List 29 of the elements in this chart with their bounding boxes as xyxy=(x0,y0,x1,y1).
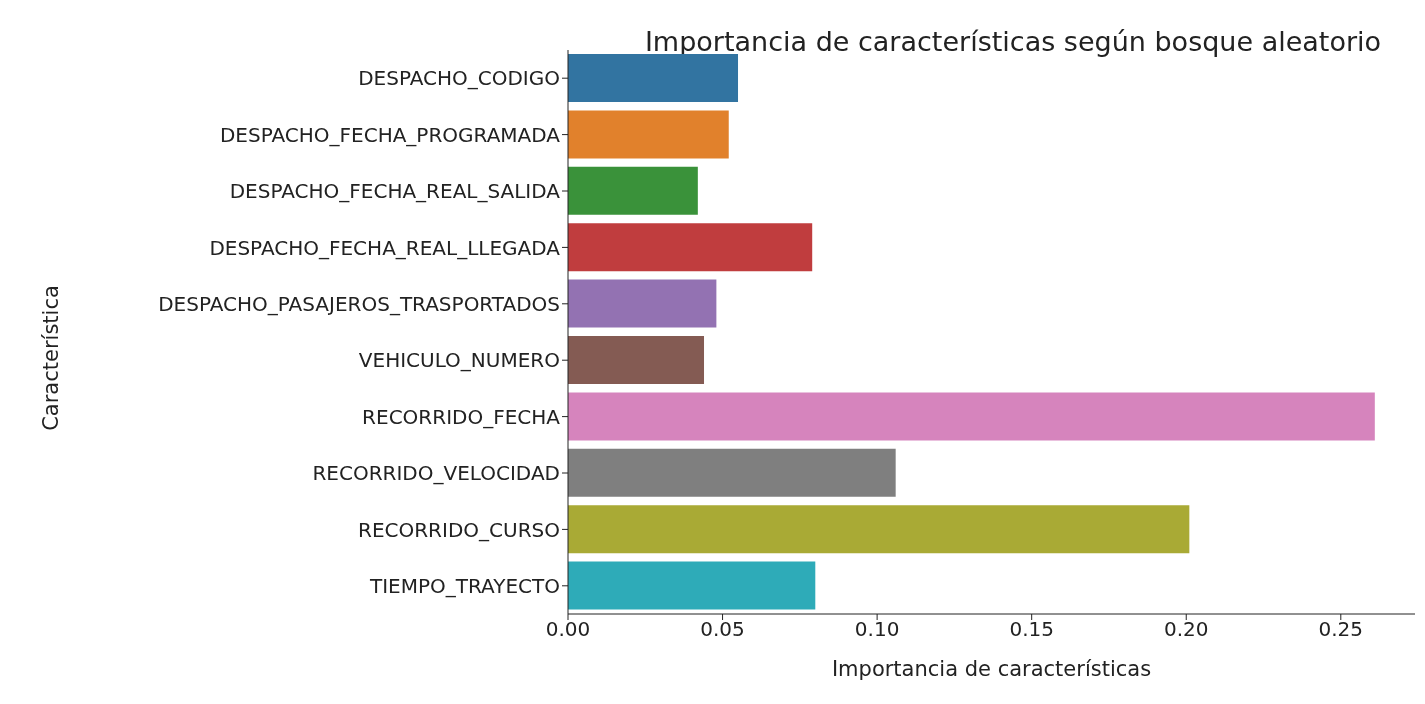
y-tick-label: VEHICULO_NUMERO xyxy=(358,348,560,373)
y-tick-label: DESPACHO_FECHA_PROGRAMADA xyxy=(219,122,561,147)
x-tick-label: 0.20 xyxy=(1163,617,1209,642)
y-tick-label: DESPACHO_FECHA_REAL_LLEGADA xyxy=(209,235,561,260)
chart-title: Importancia de características según bosque aleatorio xyxy=(643,26,1383,57)
y-tick-label: DESPACHO_PASAJEROS_TRASPORTADOS xyxy=(158,291,560,316)
y-tick-label: DESPACHO_FECHA_REAL_SALIDA xyxy=(229,179,561,204)
y-axis-title: Característica xyxy=(39,285,63,431)
x-tick-label: 0.10 xyxy=(854,617,900,642)
y-tick-label: RECORRIDO_CURSO xyxy=(357,517,560,542)
y-tick-label: TIEMPO_TRAYECTO xyxy=(368,573,560,598)
y-tick-label: RECORRIDO_VELOCIDAD xyxy=(312,461,560,486)
bar xyxy=(568,110,729,159)
bar xyxy=(568,336,705,384)
bar xyxy=(568,561,816,610)
x-axis-title: Importancia de características xyxy=(831,657,1152,681)
bar xyxy=(568,448,896,497)
x-tick-label: 0.25 xyxy=(1318,617,1364,642)
y-tick-label: RECORRIDO_FECHA xyxy=(362,404,561,429)
x-tick-label: 0.15 xyxy=(1009,617,1054,642)
x-tick-label: 0.05 xyxy=(700,617,745,642)
x-tick-label: 0.00 xyxy=(545,617,591,642)
bar xyxy=(568,505,1190,554)
bar xyxy=(568,392,1375,441)
y-tick-label: DESPACHO_CODIGO xyxy=(358,66,560,91)
bar xyxy=(568,54,739,102)
bar xyxy=(568,223,813,272)
bar xyxy=(568,279,717,328)
bar xyxy=(568,166,698,215)
